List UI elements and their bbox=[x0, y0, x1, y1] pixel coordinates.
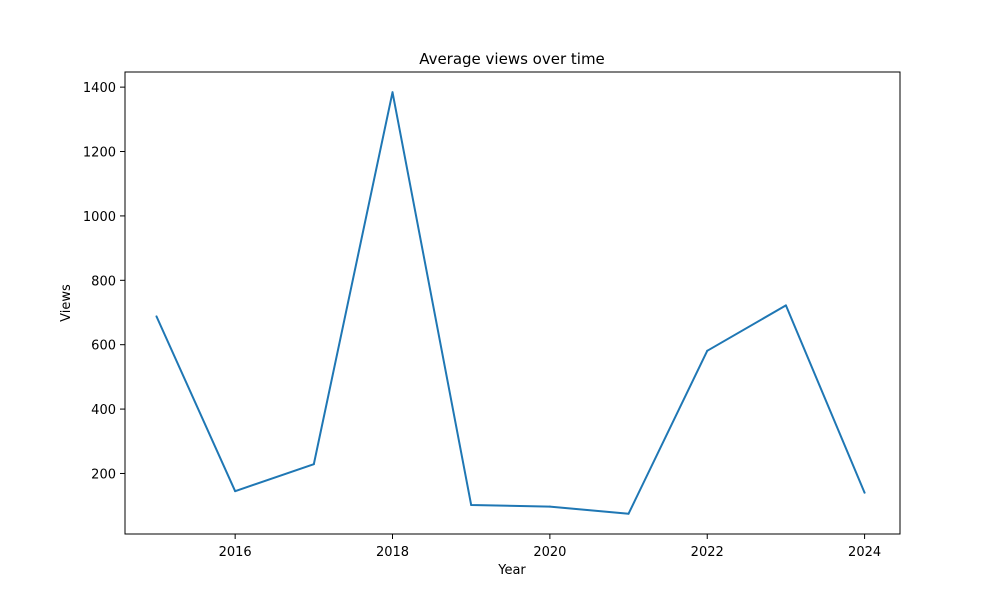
data-point bbox=[155, 315, 158, 318]
x-tick-label: 2016 bbox=[219, 545, 252, 560]
y-axis-label: Views bbox=[59, 284, 74, 322]
data-point bbox=[863, 491, 866, 494]
data-point bbox=[391, 91, 394, 94]
series-line bbox=[155, 91, 866, 515]
data-point bbox=[234, 490, 237, 493]
data-point bbox=[312, 463, 315, 466]
y-axis-ticks: 200 400 600 800 1000 1200 1400 bbox=[83, 81, 125, 482]
data-point bbox=[784, 304, 787, 307]
data-point bbox=[627, 512, 630, 515]
data-points bbox=[155, 91, 866, 515]
y-tick-label: 800 bbox=[91, 274, 116, 289]
x-tick-label: 2022 bbox=[691, 545, 724, 560]
plot-area-frame bbox=[124, 71, 901, 535]
x-tick-label: 2024 bbox=[848, 545, 881, 560]
y-tick-label: 1400 bbox=[83, 81, 116, 96]
y-tick-label: 200 bbox=[91, 467, 116, 482]
data-point bbox=[470, 504, 473, 507]
x-axis-ticks: 2016 2018 2020 2022 2024 bbox=[219, 534, 881, 560]
y-tick-label: 1200 bbox=[83, 146, 116, 161]
data-point bbox=[706, 349, 709, 352]
data-point bbox=[548, 505, 551, 508]
y-tick-label: 400 bbox=[91, 403, 116, 418]
y-tick-label: 1000 bbox=[83, 210, 116, 225]
x-tick-label: 2020 bbox=[533, 545, 566, 560]
y-tick-label: 600 bbox=[91, 339, 116, 354]
x-tick-label: 2018 bbox=[376, 545, 409, 560]
x-axis-label: Year bbox=[497, 563, 526, 578]
chart-title: Average views over time bbox=[419, 50, 605, 68]
